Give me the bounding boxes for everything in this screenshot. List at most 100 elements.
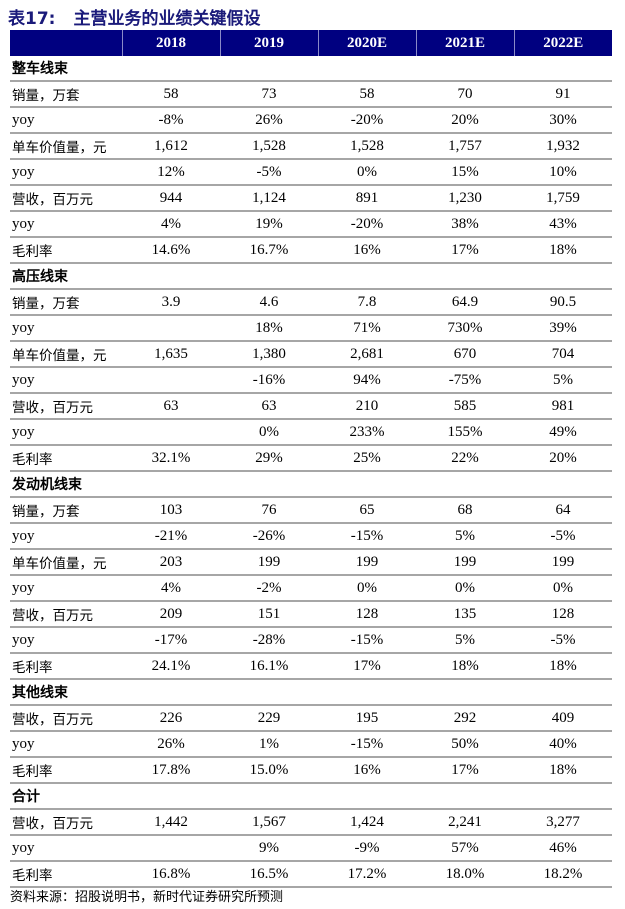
table-cell: 891 [318,185,416,212]
table-cell: 199 [220,549,318,576]
table-cell: 57% [416,835,514,862]
column-header: 2020E [317,30,416,56]
table-cell: -5% [220,159,318,186]
table-cell: 103 [122,497,220,524]
row-label: 销量，万套 [10,81,122,108]
table-cell: 0% [318,575,416,602]
table-cell: 1,230 [416,185,514,212]
table-cell: 1,528 [318,133,416,160]
row-label: yoy [10,367,122,394]
table-row: 毛利率 24.1% 16.1% 17% 18% 18% [10,653,612,680]
table-cell: 3,277 [514,809,612,836]
table-cell [122,315,220,342]
table-cell: 2,681 [318,341,416,368]
table-cell: 65 [318,497,416,524]
table-cell: -21% [122,523,220,550]
table-row: 销量，万套 3.9 4.6 7.8 64.9 90.5 [10,289,612,316]
table-cell: 26% [220,107,318,134]
table-cell: 128 [318,601,416,628]
table-row: 毛利率 16.8% 16.5% 17.2% 18.0% 18.2% [10,861,612,888]
table-cell: 4% [122,575,220,602]
table-cell: 17% [416,757,514,784]
table-cell: 5% [514,367,612,394]
table-cell: 199 [416,549,514,576]
table-cell: -15% [318,627,416,654]
column-header: 2021E [415,30,514,56]
table-cell: -75% [416,367,514,394]
table-cell: 1,635 [122,341,220,368]
table-cell: -17% [122,627,220,654]
table-row: 销量，万套 103 76 65 68 64 [10,497,612,524]
table-row: 营收，百万元 209 151 128 135 128 [10,601,612,628]
row-label: yoy [10,523,122,550]
section-row: 其他线束 [10,679,612,706]
table-cell: 16.8% [122,861,220,888]
table-cell: 16% [318,757,416,784]
table-row: yoy 0% 233% 155% 49% [10,419,612,446]
table-cell: 1,424 [318,809,416,836]
table-cell: 233% [318,419,416,446]
table-cell: 199 [514,549,612,576]
row-label: 毛利率 [10,237,122,264]
table-cell: 944 [122,185,220,212]
table-cell: 0% [220,419,318,446]
table-row: 营收，百万元 944 1,124 891 1,230 1,759 [10,185,612,212]
table-cell: 17.2% [318,861,416,888]
section-title: 合计 [10,783,612,810]
table-cell [122,367,220,394]
row-label: 单车价值量，元 [10,133,122,160]
table-cell: 32.1% [122,445,220,472]
table-title: 表17: 主营业务的业绩关键假设 [8,4,261,29]
table-cell: 2,241 [416,809,514,836]
row-label: 销量，万套 [10,289,122,316]
table-cell: 18% [220,315,318,342]
table-cell: 46% [514,835,612,862]
table-cell: 58 [122,81,220,108]
column-header: 2022E [513,30,612,56]
table-cell: 4% [122,211,220,238]
table-cell: 195 [318,705,416,732]
row-label: 销量，万套 [10,497,122,524]
table-cell: 16.5% [220,861,318,888]
table-cell: 16% [318,237,416,264]
table-cell: 199 [318,549,416,576]
section-title: 整车线束 [10,56,612,82]
row-label: 营收，百万元 [10,809,122,836]
row-label: 毛利率 [10,653,122,680]
table-cell: 151 [220,601,318,628]
row-label: yoy [10,211,122,238]
table-cell: 18% [514,237,612,264]
table-row: 单车价值量，元 1,612 1,528 1,528 1,757 1,932 [10,133,612,160]
table-row: yoy -8% 26% -20% 20% 30% [10,107,612,134]
table-row: 营收，百万元 63 63 210 585 981 [10,393,612,420]
table-cell: 16.1% [220,653,318,680]
table-cell: 39% [514,315,612,342]
table-cell: 210 [318,393,416,420]
table-cell: 40% [514,731,612,758]
table-cell: -2% [220,575,318,602]
column-header: 2019 [219,30,318,56]
table-cell: 29% [220,445,318,472]
row-label: yoy [10,315,122,342]
row-label: 单车价值量，元 [10,549,122,576]
table-row: yoy -21% -26% -15% 5% -5% [10,523,612,550]
table-row: yoy 18% 71% 730% 39% [10,315,612,342]
section-title: 发动机线束 [10,471,612,498]
header-row: 2018 2019 2020E 2021E 2022E [10,30,612,56]
row-label: 毛利率 [10,445,122,472]
table-cell: 94% [318,367,416,394]
table-row: 营收，百万元 1,442 1,567 1,424 2,241 3,277 [10,809,612,836]
table-caption: 主营业务的业绩关键假设 [73,9,261,29]
section-title: 其他线束 [10,679,612,706]
table-cell: 229 [220,705,318,732]
column-header: 2018 [121,30,220,56]
table-cell: 1,759 [514,185,612,212]
table-cell: 38% [416,211,514,238]
table-cell: -26% [220,523,318,550]
table-cell: 292 [416,705,514,732]
table-number: 表17: [8,9,56,29]
table-cell: 90.5 [514,289,612,316]
table-cell: 26% [122,731,220,758]
table-cell: 3.9 [122,289,220,316]
table-cell: 1,528 [220,133,318,160]
